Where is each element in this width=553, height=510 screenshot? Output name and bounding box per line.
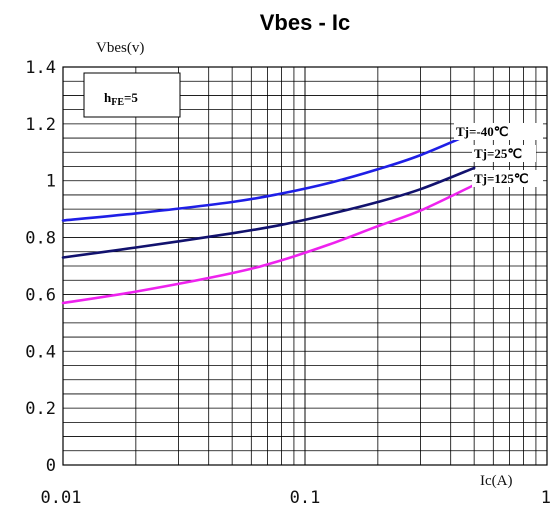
x-tick-label: 0.01 xyxy=(41,488,82,508)
hfe-annotation: hFE=5 xyxy=(83,72,181,118)
series-line xyxy=(61,166,476,259)
series-labels: Tj=-40℃ Tj=25℃ Tj=125℃ xyxy=(454,123,543,187)
y-tick-label: 0.2 xyxy=(25,399,56,419)
series-label-background xyxy=(472,170,543,187)
y-tick-label: 0.4 xyxy=(25,342,56,362)
tick-labels: 0 0.2 0.4 0.6 0.8 1 1.2 1.4 0.01 0.1 1 xyxy=(25,58,551,508)
hfe-main: h xyxy=(104,90,112,105)
series-label: Tj=125℃ xyxy=(474,171,529,186)
x-axis-label: Ic(A) xyxy=(480,473,512,489)
y-tick-label: 0 xyxy=(46,456,56,476)
y-tick-label: 0.6 xyxy=(25,285,56,305)
series-label: Tj=25℃ xyxy=(474,146,522,161)
series-label-background xyxy=(454,123,543,140)
x-tick-label: 0.1 xyxy=(290,488,321,508)
y-tick-label: 0.8 xyxy=(25,229,56,249)
x-axis-label-background xyxy=(474,469,532,488)
hfe-subscript: FE xyxy=(111,97,124,108)
hfe-rest: =5 xyxy=(124,90,138,105)
hfe-annotation-box xyxy=(83,72,181,118)
series-label-background xyxy=(472,145,536,162)
plot-frame xyxy=(62,66,548,466)
y-axis-label: Vbes(v) xyxy=(96,40,144,56)
y-tick-label: 1.4 xyxy=(25,58,56,78)
series-lines xyxy=(61,131,476,305)
chart-title: Vbes - Ic xyxy=(260,10,350,35)
series-label: Tj=-40℃ xyxy=(456,124,508,139)
y-tick-label: 1.2 xyxy=(25,115,56,135)
x-tick-label: 1 xyxy=(541,488,551,508)
grid xyxy=(62,66,548,466)
hfe-annotation-text: hFE=5 xyxy=(104,90,138,108)
series-line xyxy=(61,183,476,305)
y-tick-label: 1 xyxy=(46,172,56,192)
series-line xyxy=(61,131,476,222)
